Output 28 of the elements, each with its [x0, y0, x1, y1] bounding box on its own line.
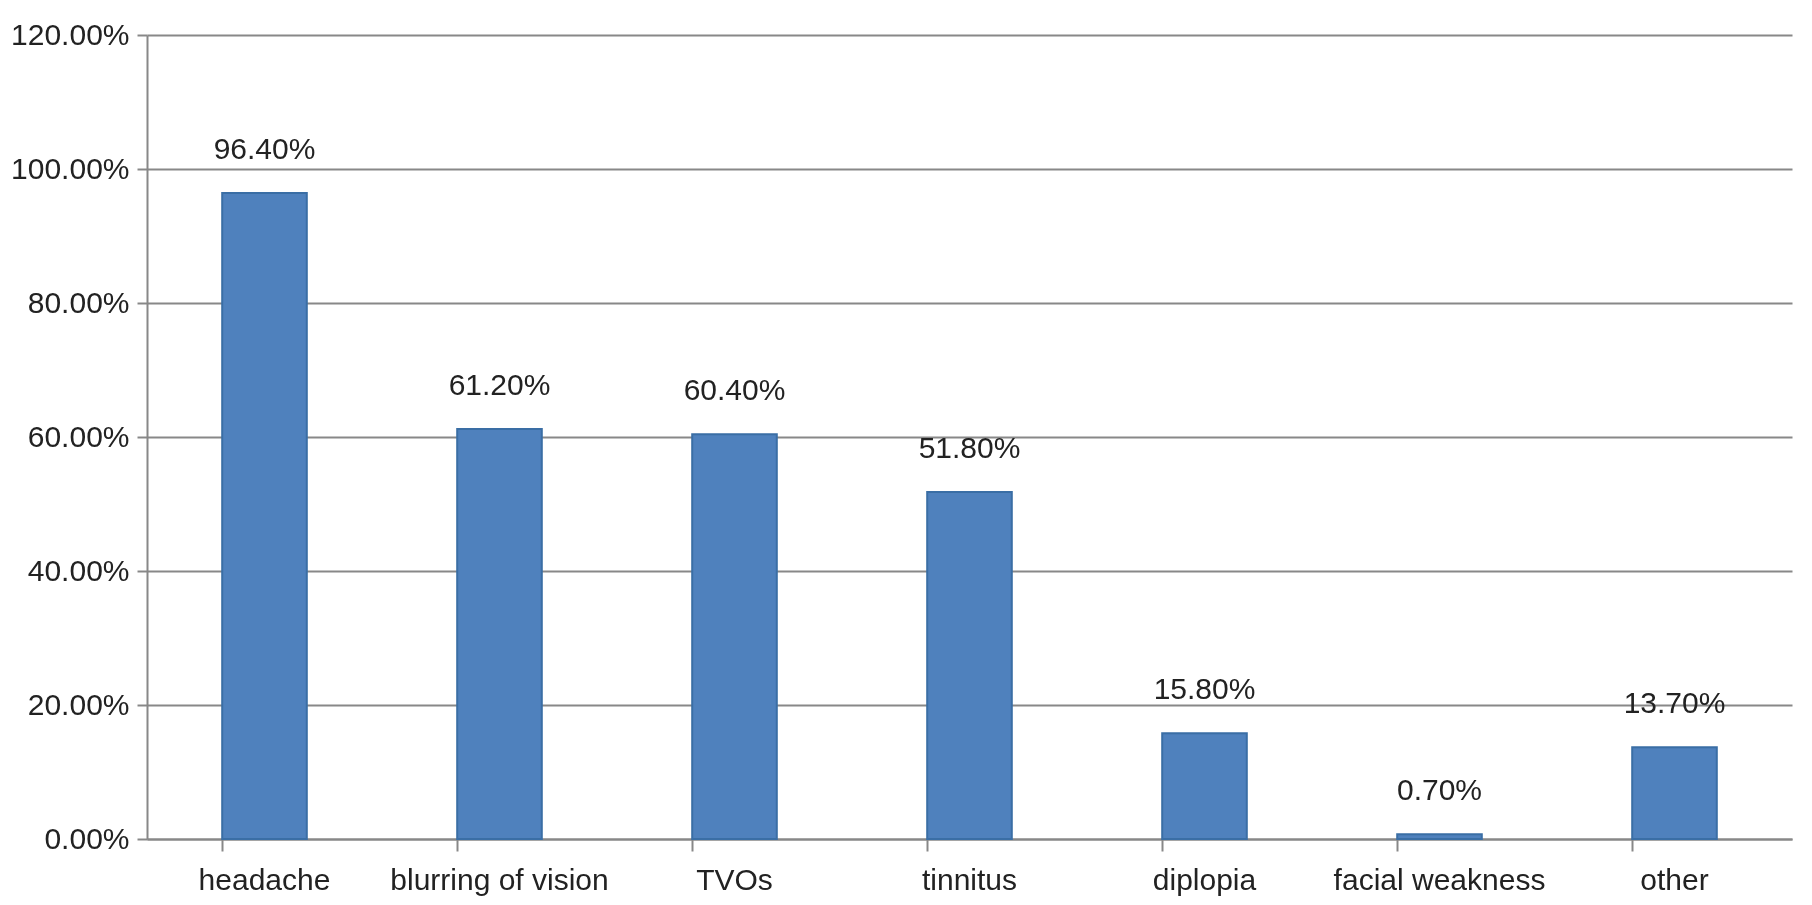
y-tick-label: 120.00% [11, 17, 130, 51]
data-label: 0.70% [1396, 773, 1483, 807]
data-label: 13.70% [1623, 686, 1726, 720]
data-label: 96.40% [213, 132, 316, 166]
y-tick-label: 40.00% [27, 553, 130, 587]
x-tick-label: TVOs [696, 862, 773, 896]
bar [926, 490, 1013, 840]
y-tick-label: 0.00% [44, 821, 130, 855]
bar [1396, 833, 1483, 840]
y-tick-label: 100.00% [11, 151, 130, 185]
bar [1631, 746, 1718, 840]
data-label: 15.80% [1153, 672, 1256, 706]
bar [1161, 732, 1248, 840]
x-tick-label: blurring of vision [390, 862, 609, 896]
x-tick-label: tinnitus [921, 862, 1018, 896]
y-tick-label: 60.00% [27, 419, 130, 453]
data-label: 61.20% [448, 367, 551, 401]
bar [691, 433, 778, 840]
data-label: 51.80% [918, 430, 1021, 464]
data-label: 60.40% [683, 373, 786, 407]
x-tick-label: headache [198, 862, 331, 896]
y-tick-label: 20.00% [27, 687, 130, 721]
bar [221, 192, 308, 840]
y-tick-label: 80.00% [27, 285, 130, 319]
x-tick-label: diplopia [1152, 862, 1257, 896]
x-tick-label: other [1640, 862, 1709, 896]
x-tick-label: facial weakness [1333, 862, 1546, 896]
bar [456, 427, 543, 840]
